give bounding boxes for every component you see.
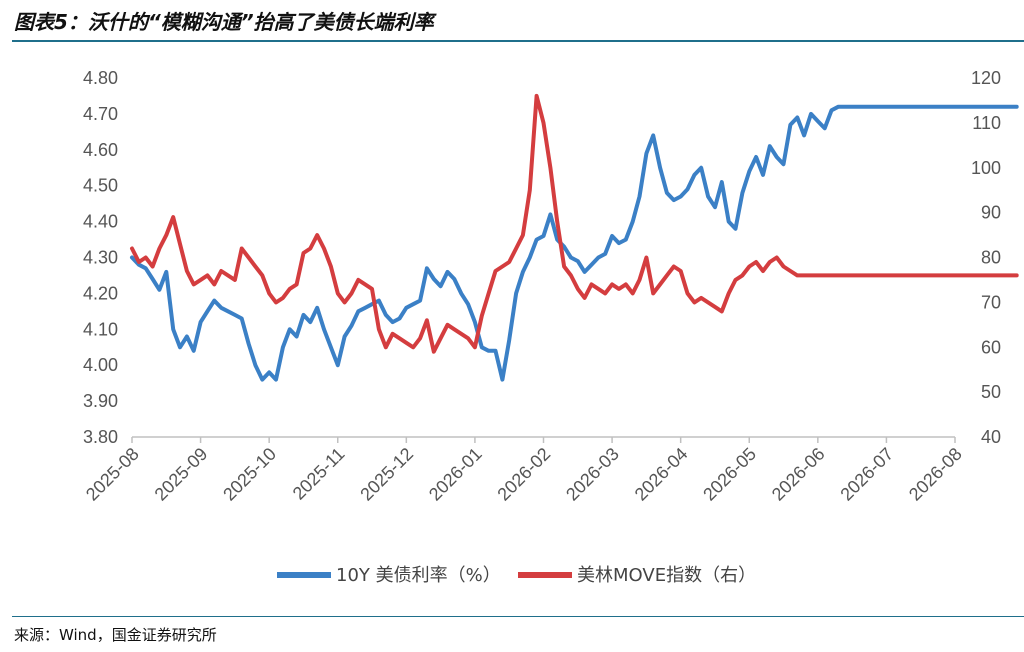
y-left-tick-label: 4.10	[83, 319, 118, 339]
y-right-tick-label: 80	[981, 248, 1001, 268]
y-left-tick-label: 4.50	[83, 176, 118, 196]
chart-title: 图表5：沃什的“模糊沟通”抬高了美债长端利率	[14, 10, 434, 34]
y-left-tick-label: 3.80	[83, 427, 118, 447]
y-left-tick-label: 4.60	[83, 140, 118, 160]
legend-label-move: 美林MOVE指数（右）	[577, 565, 756, 586]
chart-axes: 4.80 4.70 4.60 4.50 4.40 4.30 4.20 4.10 4.00 3.90…	[82, 68, 1001, 505]
y-right-tick-label: 60	[981, 337, 1001, 357]
y-right-tick-label: 70	[981, 292, 1001, 312]
footer-rule	[12, 616, 1024, 617]
x-tick-label: 2025-08	[82, 444, 143, 505]
y-right-tick-label: 40	[981, 427, 1001, 447]
y-right-tick-label: 100	[971, 158, 1001, 178]
x-tick-label: 2025-10	[219, 444, 280, 505]
x-tick-label: 2026-01	[425, 444, 486, 505]
y-left-tick-label: 4.40	[83, 212, 118, 232]
y-left-tick-label: 4.80	[83, 68, 118, 88]
y-left-tick-label: 4.30	[83, 248, 118, 268]
series-line-move	[130, 93, 1019, 354]
y-left-tick-label: 4.20	[83, 283, 118, 303]
series-line-10y	[130, 104, 1019, 382]
x-tick-label: 2025-12	[356, 444, 417, 505]
x-tick-label: 2025-11	[289, 444, 349, 504]
x-tick-label: 2025-09	[151, 444, 212, 505]
x-tick-label: 2026-02	[493, 444, 554, 505]
y-right-tick-label: 120	[971, 68, 1001, 88]
title-rule	[12, 40, 1024, 42]
y-left-tick-label: 4.00	[83, 355, 118, 375]
chart-svg: 4.80 4.70 4.60 4.50 4.40 4.30 4.20 4.10 4.00 3.90…	[82, 68, 1019, 586]
chart-series	[130, 93, 1019, 382]
chart-legend: 10Y 美债利率（%） 美林MOVE指数（右）	[277, 565, 756, 586]
y-right-tick-label: 110	[972, 113, 1001, 133]
x-tick-label: 2026-04	[631, 444, 692, 505]
x-tick-label: 2026-06	[768, 444, 829, 505]
x-tick-label: 2026-08	[905, 444, 966, 505]
x-tick-label: 2026-07	[836, 444, 897, 505]
y-left-tick-label: 4.70	[83, 104, 118, 124]
source-note: 来源：Wind，国金证券研究所	[14, 626, 217, 644]
x-tick-label: 2026-03	[562, 444, 623, 505]
y-right-tick-label: 50	[981, 382, 1001, 402]
y-left-tick-label: 3.90	[83, 391, 118, 411]
x-tick-label: 2026-05	[699, 444, 760, 505]
y-right-tick-label: 90	[981, 203, 1001, 223]
legend-label-10y: 10Y 美债利率（%）	[336, 565, 501, 586]
